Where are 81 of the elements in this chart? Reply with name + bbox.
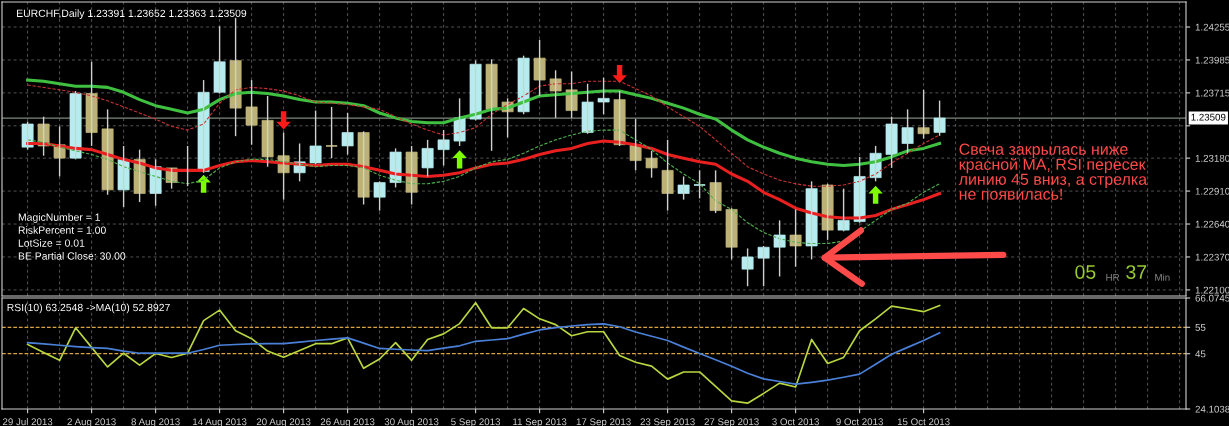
candlestick — [645, 150, 658, 179]
text: EURCHF,Daily 1.23391 1.23652 1.23363 1.23509 — [17, 9, 247, 20]
candlestick — [709, 169, 722, 214]
candlestick — [581, 83, 594, 135]
candlestick — [597, 76, 610, 115]
line-series — [26, 78, 942, 167]
candlestick — [485, 58, 498, 152]
candlestick — [933, 99, 946, 137]
text: HR — [1106, 274, 1120, 281]
y-tick-label: 55 — [1195, 324, 1206, 331]
candlestick — [69, 90, 82, 161]
candlestick — [453, 97, 466, 147]
point — [276, 111, 291, 130]
y-tick-label: 1.24255 — [1195, 23, 1229, 31]
candlestick — [901, 108, 914, 154]
text: Min — [1155, 273, 1170, 281]
candlestick — [405, 145, 418, 206]
candlestick — [725, 207, 738, 261]
y-tick-label: 1.22910 — [1195, 187, 1229, 195]
candlestick — [693, 169, 707, 200]
x-tick-label: 3 Oct 2013 — [772, 418, 819, 426]
candlestick — [309, 109, 322, 165]
x-tick-label: 29 Jul 2013 — [2, 418, 53, 426]
point — [612, 64, 627, 84]
candlestick — [229, 17, 242, 137]
candlestick — [757, 245, 770, 287]
candlestick — [917, 89, 930, 140]
candlestick — [101, 108, 114, 196]
point — [868, 185, 883, 204]
annotation: RiskPercent = 1.00 — [18, 226, 106, 234]
text: 37 — [1126, 265, 1147, 279]
candlestick — [421, 139, 434, 178]
candlestick — [677, 175, 690, 201]
candlestick — [853, 156, 866, 224]
y-tick-label: 66.0745 — [1195, 294, 1229, 302]
candlestick — [133, 148, 146, 203]
candlestick — [821, 183, 834, 241]
candlestick — [21, 120, 34, 151]
y-tick-label: 1.23715 — [1195, 89, 1229, 97]
candlestick — [341, 112, 354, 156]
candlestick — [213, 25, 226, 95]
candlestick — [357, 130, 370, 206]
y-tick-label: 1.22370 — [1195, 253, 1229, 261]
candlestick — [85, 61, 98, 147]
candlestick — [549, 69, 562, 119]
candlestick — [533, 39, 546, 97]
annotation: LotSize = 0.01 — [18, 239, 85, 247]
candlestick — [117, 145, 130, 208]
y-tick-label: 1.22100 — [1195, 286, 1229, 294]
candlestick — [613, 90, 626, 147]
candlestick — [245, 79, 258, 146]
chart-title: RSI(10) 63.2548 ->MA(10) 52.8927 — [7, 303, 170, 314]
candlestick — [629, 118, 642, 172]
y-tick-label: 1.22640 — [1195, 220, 1229, 228]
candlestick — [261, 95, 274, 168]
candlestick — [517, 54, 530, 115]
annotation: MagicNumber = 1 — [18, 213, 100, 223]
candlestick — [789, 208, 802, 268]
candlestick — [325, 106, 339, 159]
candlestick — [885, 115, 898, 169]
candlestick — [437, 129, 450, 167]
annotation: BE Partial Close: 30.00 — [18, 252, 126, 260]
x-tick-label: 9 Oct 2013 — [836, 418, 883, 426]
y-tick-label: 1.23180 — [1195, 154, 1229, 162]
x-tick-label: 15 Oct 2013 — [897, 418, 950, 426]
text: Свеча закрылась ниже красной MA, RSI пересек линию 45 вниз, а стрелка не появилась! — [958, 143, 1148, 200]
line-series — [26, 323, 941, 385]
candlestick — [741, 247, 754, 287]
candlestick — [661, 139, 674, 212]
text: 05 — [1075, 265, 1096, 279]
candlestick — [837, 187, 850, 233]
candlestick — [373, 180, 386, 212]
y-tick-label: 1.23985 — [1195, 56, 1229, 64]
candlestick — [805, 180, 818, 261]
ref-line-label: 1.23509 — [1191, 113, 1226, 121]
candlestick — [773, 219, 786, 278]
point — [452, 150, 467, 169]
candlestick — [197, 79, 210, 174]
y-tick-label: 24.1038 — [1195, 405, 1229, 413]
candlestick — [469, 59, 482, 122]
y-tick-label: 45 — [1195, 350, 1206, 358]
